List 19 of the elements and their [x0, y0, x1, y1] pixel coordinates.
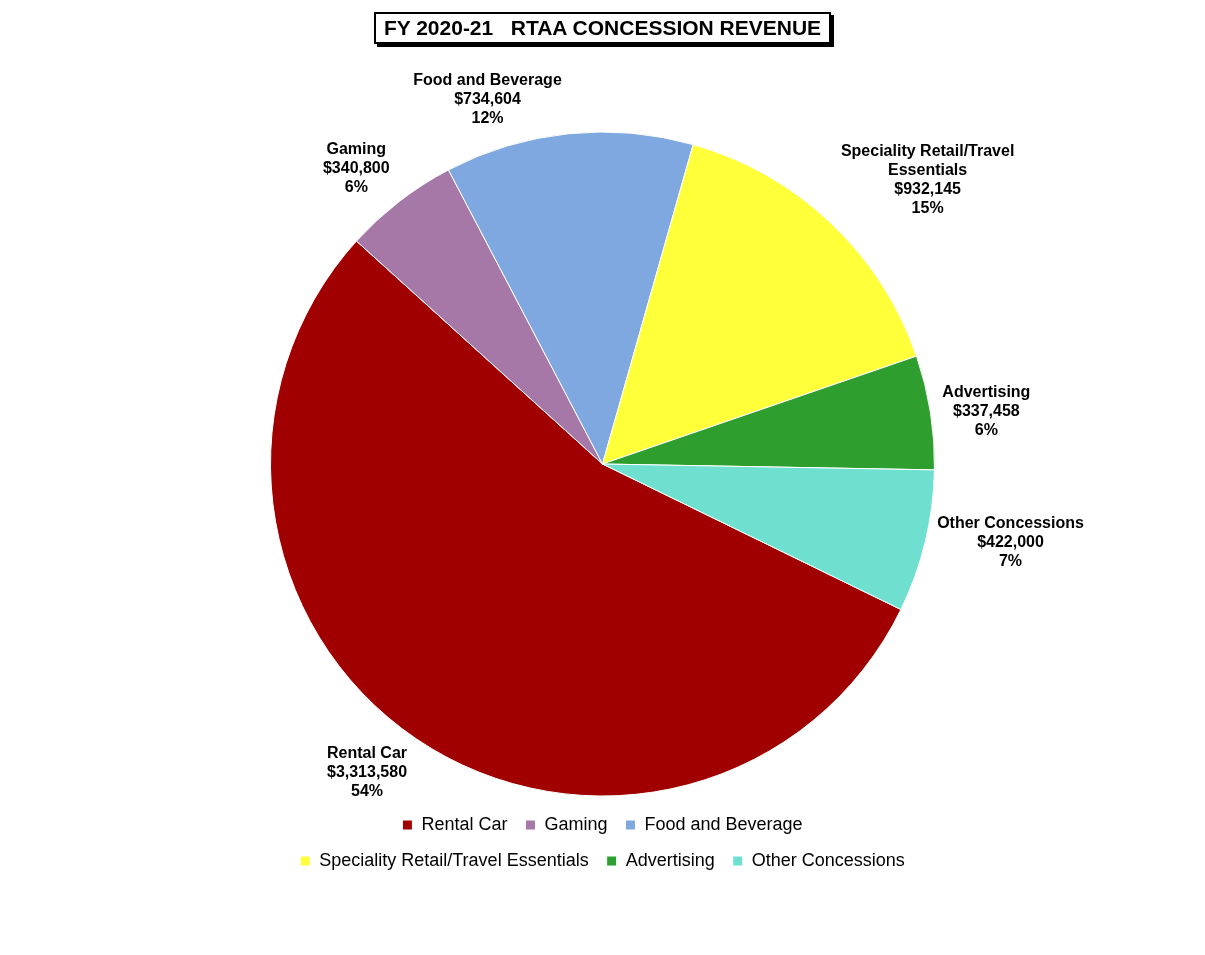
slice-label: Rental Car [327, 743, 408, 761]
slice-label: Other Concessions [937, 514, 1084, 532]
data-label: $932,145 15% [894, 180, 962, 217]
chart-title: FY 2020-21 RTAA CONCESSION REVENUE [373, 12, 832, 44]
data-label: $422,000 7% [977, 533, 1044, 570]
slice-label: Speciality Retail/Travel Essentials [840, 142, 1015, 179]
legend-label: Other Concessions [751, 849, 905, 870]
data-label: $340,800 6% [322, 158, 390, 195]
slice-label: Advertising [942, 382, 1031, 400]
legend-label: Food and Beverage [644, 813, 803, 834]
data-label: $734,604 12% [454, 89, 521, 126]
legend-label: Advertising [625, 849, 715, 870]
legend-label: Gaming [544, 813, 608, 834]
legend-label: Speciality Retail/Travel Essentials [319, 849, 589, 870]
legend-label: Rental Car [421, 813, 508, 834]
slice-label: Food and Beverage [413, 70, 562, 88]
slice-label: Gaming [326, 139, 387, 157]
data-label: $337,458 6% [953, 401, 1020, 438]
data-label: $3,313,580 54% [326, 762, 408, 799]
